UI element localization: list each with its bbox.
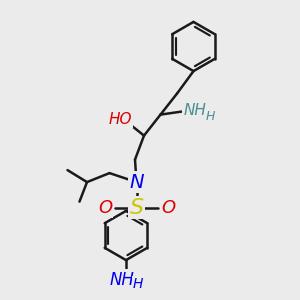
- Text: O: O: [98, 199, 112, 217]
- Text: H: H: [133, 277, 143, 291]
- Text: O: O: [161, 199, 175, 217]
- Text: HO: HO: [108, 112, 132, 127]
- Text: NH: NH: [109, 271, 134, 289]
- Text: S: S: [129, 198, 144, 218]
- Text: N: N: [129, 172, 144, 192]
- Text: H: H: [205, 110, 215, 124]
- Text: NH: NH: [184, 103, 206, 118]
